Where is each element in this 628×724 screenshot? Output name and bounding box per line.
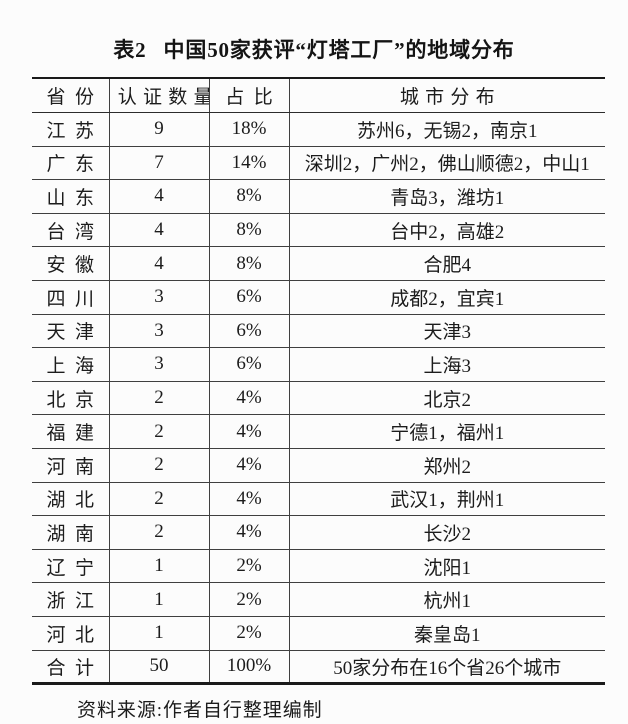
header-province: 省份 bbox=[32, 77, 110, 113]
cell-count: 1 bbox=[108, 582, 210, 617]
cell-cities: 青岛3，潍坊1 bbox=[288, 179, 605, 214]
cell-count: 4 bbox=[108, 246, 210, 281]
cell-province: 辽宁 bbox=[32, 548, 110, 584]
source-note: 资料来源:作者自行整理编制 bbox=[77, 700, 323, 722]
cell-count: 2 bbox=[108, 481, 210, 517]
table-row: 福建 2 4% 宁德1，福州1 bbox=[32, 414, 605, 449]
cell-province: 山东 bbox=[32, 179, 110, 214]
cell-cities: 杭州1 bbox=[288, 582, 605, 617]
cell-cities: 郑州2 bbox=[288, 447, 605, 483]
table-row: 河南 2 4% 郑州2 bbox=[32, 447, 605, 483]
cell-province: 四川 bbox=[32, 279, 110, 315]
cell-count: 2 bbox=[108, 414, 210, 449]
table-row: 台湾 4 8% 台中2，高雄2 bbox=[32, 212, 605, 248]
cell-cities: 合肥4 bbox=[288, 246, 605, 281]
cell-share: 4% bbox=[208, 380, 290, 416]
cell-share: 18% bbox=[208, 112, 290, 147]
cell-province: 江苏 bbox=[32, 112, 110, 147]
cell-count: 2 bbox=[108, 447, 210, 483]
header-cities: 城市分布 bbox=[288, 77, 605, 113]
cell-cities: 上海3 bbox=[288, 347, 605, 382]
table-row: 河北 1 2% 秦皇岛1 bbox=[32, 615, 605, 651]
cell-count: 2 bbox=[108, 515, 210, 550]
cell-share: 8% bbox=[208, 212, 290, 248]
cell-share: 2% bbox=[208, 615, 290, 651]
table-row: 辽宁 1 2% 沈阳1 bbox=[32, 548, 605, 584]
table-row: 浙江 1 2% 杭州1 bbox=[32, 582, 605, 617]
header-count: 认证数量 bbox=[108, 77, 210, 113]
header-row: 省份 认证数量 占比 城市分布 bbox=[32, 77, 605, 113]
cell-share: 4% bbox=[208, 481, 290, 517]
cell-count: 4 bbox=[108, 179, 210, 214]
cell-province: 上海 bbox=[32, 347, 110, 382]
table-number: 表2 bbox=[113, 38, 147, 62]
cell-province: 广东 bbox=[32, 145, 110, 181]
cell-total-label: 合计 bbox=[32, 649, 110, 685]
cell-share: 6% bbox=[208, 313, 290, 349]
cell-share: 8% bbox=[208, 179, 290, 214]
cell-count: 1 bbox=[108, 615, 210, 651]
table-row: 湖南 2 4% 长沙2 bbox=[32, 515, 605, 550]
cell-province: 河南 bbox=[32, 447, 110, 483]
cell-share: 4% bbox=[208, 414, 290, 449]
cell-cities: 沈阳1 bbox=[288, 548, 605, 584]
cell-province: 浙江 bbox=[32, 582, 110, 617]
cell-cities: 台中2，高雄2 bbox=[288, 212, 605, 248]
cell-count: 1 bbox=[108, 548, 210, 584]
cell-count: 2 bbox=[108, 380, 210, 416]
cell-cities: 成都2，宜宾1 bbox=[288, 279, 605, 315]
cell-province: 台湾 bbox=[32, 212, 110, 248]
cell-count: 3 bbox=[108, 279, 210, 315]
cell-share: 2% bbox=[208, 582, 290, 617]
cell-share: 2% bbox=[208, 548, 290, 584]
table-row: 山东 4 8% 青岛3，潍坊1 bbox=[32, 179, 605, 214]
table-row: 湖北 2 4% 武汉1，荆州1 bbox=[32, 481, 605, 517]
cell-total-count: 50 bbox=[108, 649, 210, 685]
cell-cities: 深圳2，广州2，佛山顺德2，中山1 bbox=[288, 145, 605, 181]
cell-province: 福建 bbox=[32, 414, 110, 449]
cell-cities: 宁德1，福州1 bbox=[288, 414, 605, 449]
table-header: 省份 认证数量 占比 城市分布 bbox=[32, 77, 605, 113]
table-footer: 合计 50 100% 50家分布在16个省26个城市 bbox=[32, 649, 605, 685]
cell-share: 4% bbox=[208, 515, 290, 550]
total-row: 合计 50 100% 50家分布在16个省26个城市 bbox=[32, 649, 605, 685]
cell-province: 湖北 bbox=[32, 481, 110, 517]
cell-share: 6% bbox=[208, 279, 290, 315]
cell-count: 4 bbox=[108, 212, 210, 248]
cell-province: 湖南 bbox=[32, 515, 110, 550]
table-row: 安徽 4 8% 合肥4 bbox=[32, 246, 605, 281]
cell-total-share: 100% bbox=[208, 649, 290, 685]
table-row: 广东 7 14% 深圳2，广州2，佛山顺德2，中山1 bbox=[32, 145, 605, 181]
table-row: 上海 3 6% 上海3 bbox=[32, 347, 605, 382]
table-row: 天津 3 6% 天津3 bbox=[32, 313, 605, 349]
table-title-text: 中国50家获评“灯塔工厂”的地域分布 bbox=[163, 38, 515, 62]
cell-count: 9 bbox=[108, 112, 210, 147]
cell-province: 河北 bbox=[32, 615, 110, 651]
cell-cities: 苏州6，无锡2，南京1 bbox=[288, 112, 605, 147]
table-row: 四川 3 6% 成都2，宜宾1 bbox=[32, 279, 605, 315]
cell-cities: 长沙2 bbox=[288, 515, 605, 550]
cell-province: 安徽 bbox=[32, 246, 110, 281]
table-title: 表2 中国50家获评“灯塔工厂”的地域分布 bbox=[0, 34, 628, 64]
cell-province: 北京 bbox=[32, 380, 110, 416]
header-share: 占比 bbox=[208, 77, 290, 113]
cell-cities: 天津3 bbox=[288, 313, 605, 349]
page: 表2 中国50家获评“灯塔工厂”的地域分布 省份 认证数量 占比 城市分布 江苏 9… bbox=[0, 34, 628, 724]
cell-cities: 武汉1，荆州1 bbox=[288, 481, 605, 517]
cell-cities: 北京2 bbox=[288, 380, 605, 416]
cell-count: 3 bbox=[108, 313, 210, 349]
cell-cities: 秦皇岛1 bbox=[288, 615, 605, 651]
table-row: 江苏 9 18% 苏州6，无锡2，南京1 bbox=[32, 112, 605, 147]
cell-share: 4% bbox=[208, 447, 290, 483]
cell-count: 7 bbox=[108, 145, 210, 181]
table-row: 北京 2 4% 北京2 bbox=[32, 380, 605, 416]
cell-total-cities: 50家分布在16个省26个城市 bbox=[288, 649, 605, 685]
cell-share: 6% bbox=[208, 347, 290, 382]
cell-share: 8% bbox=[208, 246, 290, 281]
table-body: 江苏 9 18% 苏州6，无锡2，南京1 广东 7 14% 深圳2，广州2，佛山顺德2，中山1… bbox=[32, 112, 605, 651]
cell-count: 3 bbox=[108, 347, 210, 382]
cell-province: 天津 bbox=[32, 313, 110, 349]
distribution-table: 省份 认证数量 占比 城市分布 江苏 9 18% 苏州6，无锡2，南京1 广东 7 14% 深… bbox=[32, 77, 605, 686]
cell-share: 14% bbox=[208, 145, 290, 181]
